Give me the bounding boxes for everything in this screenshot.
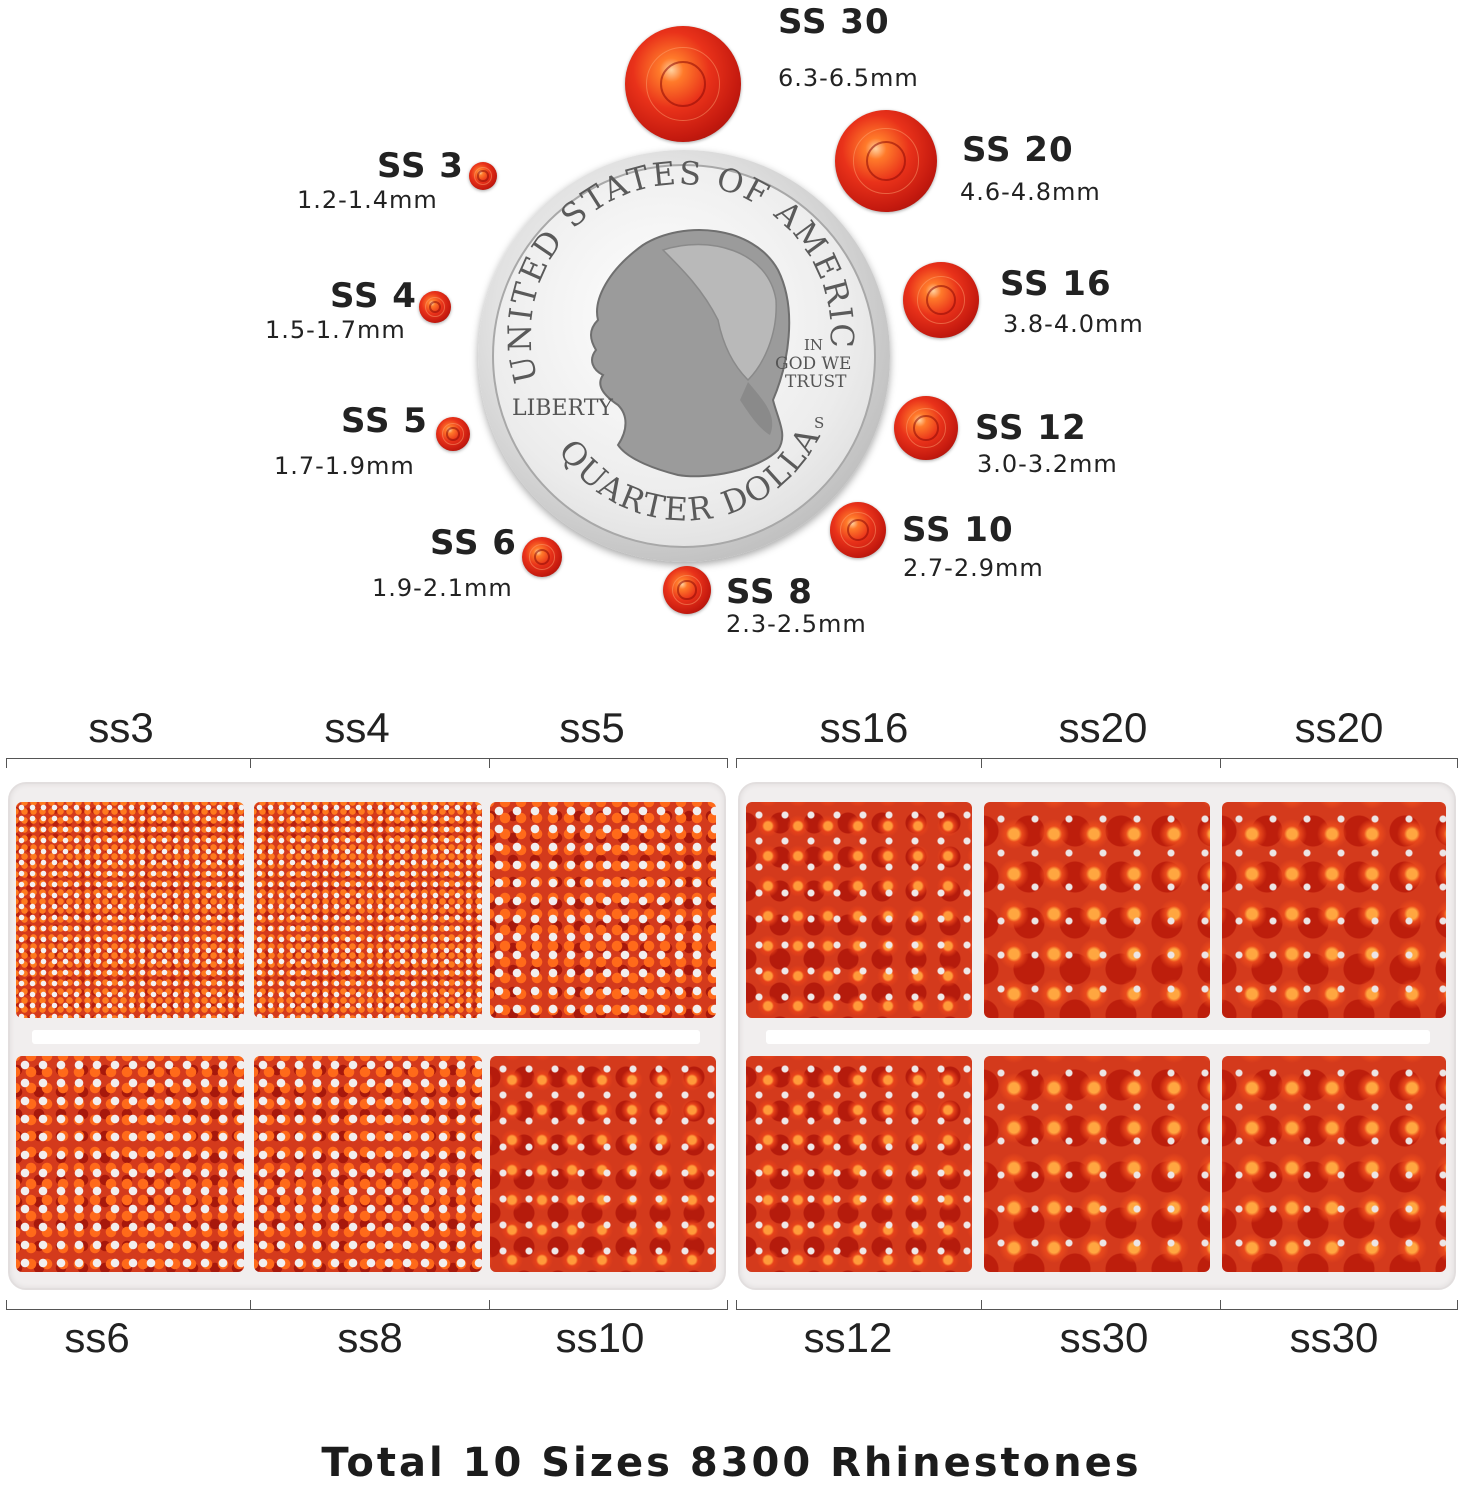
compartment-ss5 [490, 802, 716, 1018]
range-ss4: 1.5-1.7mm [265, 316, 406, 344]
compartment-ss3 [16, 802, 244, 1018]
compartment-ss20-b [1222, 802, 1446, 1018]
left-top-tick-2 [489, 758, 490, 768]
compartment-ss20-a [984, 802, 1210, 1018]
compartment-ss8 [254, 1056, 482, 1272]
stone-ss20 [835, 110, 937, 212]
compartment-ss4 [254, 802, 482, 1018]
coin-mint-mark: S [814, 414, 825, 432]
range-ss16: 3.8-4.0mm [1003, 310, 1144, 338]
left-storage-box [8, 782, 726, 1290]
left-bottom-label-3: ss10 [555, 1314, 645, 1361]
total-caption: Total 10 Sizes 8300 Rhinestones [321, 1440, 1142, 1486]
stone-ss30 [625, 26, 741, 142]
stone-ss10 [830, 502, 886, 558]
range-ss30: 6.3-6.5mm [778, 64, 919, 92]
stone-ss8 [663, 566, 711, 614]
left-box-divider [32, 1030, 700, 1044]
range-ss3: 1.2-1.4mm [297, 186, 438, 214]
label-ss4: SS 4 [330, 276, 417, 316]
right-top-bracket [736, 758, 1458, 768]
left-top-tick-1 [250, 758, 251, 768]
left-bottom-label-2: ss8 [337, 1314, 403, 1361]
right-bottom-label-1: ss12 [803, 1314, 893, 1361]
range-ss8: 2.3-2.5mm [726, 610, 867, 638]
label-ss20: SS 20 [962, 130, 1074, 170]
left-top-label-1: ss3 [88, 704, 154, 751]
label-ss12: SS 12 [975, 408, 1087, 448]
compartment-ss16 [746, 802, 972, 1018]
right-bottom-label-2: ss30 [1059, 1314, 1149, 1361]
stone-ss5 [436, 417, 470, 451]
coin-engraving: UNITED STATES OF AMERICA QUARTER DOLLAR [478, 150, 859, 529]
right-box-divider [766, 1030, 1430, 1044]
coin-liberty: LIBERTY [512, 396, 613, 421]
compartment-ss30-b [1222, 1056, 1446, 1272]
range-ss20: 4.6-4.8mm [960, 178, 1101, 206]
washington-portrait [590, 229, 791, 478]
label-ss10: SS 10 [902, 510, 1014, 550]
left-top-label-3: ss5 [559, 704, 625, 751]
compartment-ss10 [490, 1056, 716, 1272]
range-ss5: 1.7-1.9mm [274, 452, 415, 480]
label-ss6: SS 6 [430, 523, 517, 563]
range-ss12: 3.0-3.2mm [977, 450, 1118, 478]
right-bottom-tick-1 [981, 1300, 982, 1310]
compartment-ss6 [16, 1056, 244, 1272]
right-bottom-bracket [736, 1300, 1458, 1310]
right-top-tick-2 [1220, 758, 1221, 768]
range-ss10: 2.7-2.9mm [903, 554, 1044, 582]
stone-ss3 [469, 162, 497, 190]
right-storage-box [738, 782, 1456, 1290]
quarter-dollar-coin: UNITED STATES OF AMERICA QUARTER DOLLAR … [478, 150, 890, 562]
right-top-label-3: ss20 [1294, 704, 1384, 751]
label-ss16: SS 16 [1000, 264, 1112, 304]
right-bottom-label-3: ss30 [1289, 1314, 1379, 1361]
right-top-tick-1 [981, 758, 982, 768]
left-top-bracket [6, 758, 728, 768]
stone-ss4 [419, 291, 451, 323]
left-bottom-bracket [6, 1300, 728, 1310]
label-ss3: SS 3 [377, 146, 464, 186]
label-ss8: SS 8 [726, 572, 813, 612]
left-bottom-label-1: ss6 [64, 1314, 130, 1361]
stone-ss12 [894, 396, 958, 460]
coin-motto-in: IN [804, 336, 824, 354]
compartment-ss30-a [984, 1056, 1210, 1272]
compartment-ss12 [746, 1056, 972, 1272]
label-ss5: SS 5 [341, 401, 428, 441]
right-top-label-1: ss16 [819, 704, 909, 751]
right-bottom-tick-2 [1220, 1300, 1221, 1310]
range-ss6: 1.9-2.1mm [372, 574, 513, 602]
size-chart: UNITED STATES OF AMERICA QUARTER DOLLAR … [0, 0, 1463, 660]
left-bottom-tick-1 [250, 1300, 251, 1310]
coin-motto-god-we: GOD WE [775, 354, 852, 374]
left-top-label-2: ss4 [324, 704, 390, 751]
left-bottom-tick-2 [489, 1300, 490, 1310]
right-top-label-2: ss20 [1058, 704, 1148, 751]
stone-ss6 [522, 537, 562, 577]
coin-motto-trust: TRUST [785, 372, 847, 392]
label-ss30: SS 30 [778, 2, 890, 42]
stone-ss16 [903, 262, 979, 338]
